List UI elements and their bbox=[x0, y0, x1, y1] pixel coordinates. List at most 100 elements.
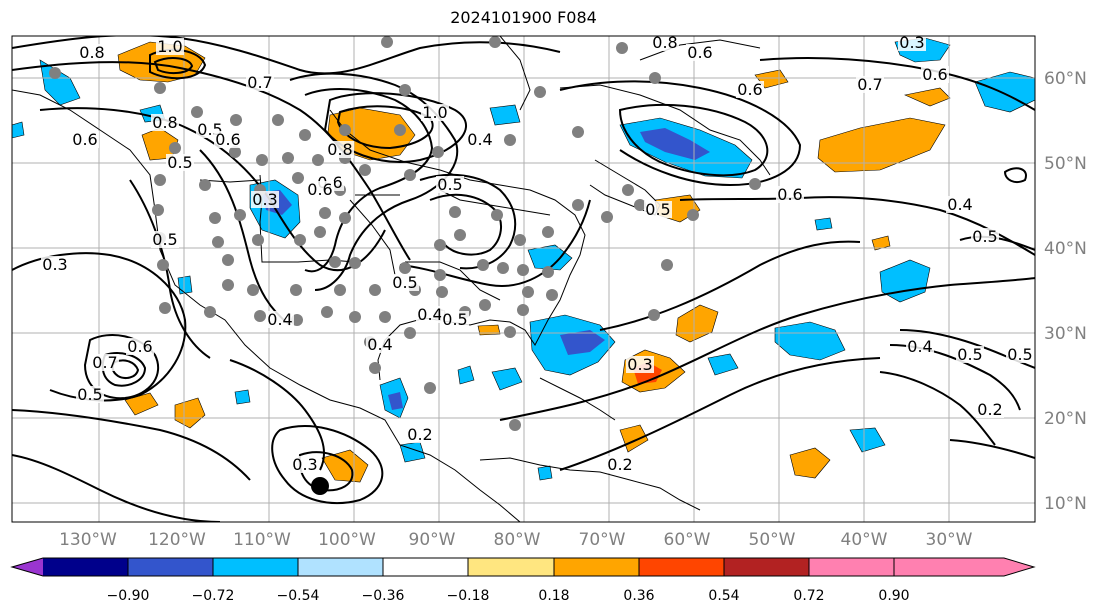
contour-label-bg bbox=[436, 176, 464, 193]
colorbar-segment bbox=[724, 558, 809, 576]
contour-label: 0.3 bbox=[627, 355, 652, 374]
contour-label-bg bbox=[156, 38, 184, 55]
contour-label: 0.2 bbox=[407, 425, 432, 444]
contour-label: 0.2 bbox=[977, 400, 1002, 419]
contour-label: 0.6 bbox=[922, 65, 947, 84]
storm-marker bbox=[311, 477, 329, 495]
contour-label-bg bbox=[606, 456, 634, 473]
graticule bbox=[12, 36, 1035, 522]
contour-label-bg bbox=[71, 131, 99, 148]
contour-label: 0.4 bbox=[417, 305, 442, 324]
longitude-label: 90°W bbox=[409, 530, 456, 550]
colorbar-tick-label: 0.54 bbox=[708, 588, 739, 604]
contour-label-bg bbox=[151, 231, 179, 248]
contour-label: 0.6 bbox=[72, 130, 97, 149]
contour-label: 0.6 bbox=[737, 80, 762, 99]
map-frame bbox=[11, 35, 1036, 523]
colorbar-segment bbox=[639, 558, 724, 576]
contour-label: 1.0 bbox=[157, 37, 182, 56]
colorbar-tick-label: −0.54 bbox=[277, 588, 320, 604]
contour-label: 0.7 bbox=[857, 75, 882, 94]
colorbar-outline bbox=[10, 557, 1036, 577]
colorbar: −0.90 −0.72 −0.54 −0.36 −0.18 0.18 0.36 … bbox=[10, 557, 1036, 604]
colorbar-tick-label: −0.72 bbox=[192, 588, 235, 604]
colorbar-tick-label: 0.90 bbox=[878, 588, 909, 604]
contour-label: 0.6 bbox=[687, 43, 712, 62]
contour-label-bg bbox=[906, 338, 934, 355]
contour-label: 0.4 bbox=[467, 130, 492, 149]
contour-label: 0.5 bbox=[957, 345, 982, 364]
contour-label: 0.4 bbox=[907, 337, 932, 356]
colorbar-segment bbox=[298, 558, 383, 576]
longitude-label: 60°W bbox=[664, 530, 711, 550]
contour-label-bg bbox=[41, 256, 69, 273]
contour-label-bg bbox=[126, 338, 154, 355]
contour-label-bg bbox=[466, 131, 494, 148]
contour-label: 0.3 bbox=[292, 455, 317, 474]
colorbar-tick-label: 0.36 bbox=[623, 588, 654, 604]
contour-label: 0.8 bbox=[327, 140, 352, 159]
contour-label-bg bbox=[651, 36, 679, 51]
colorbar-tick-label: −0.18 bbox=[447, 588, 490, 604]
contour-label-bg bbox=[76, 386, 104, 403]
longitude-label: 40°W bbox=[841, 530, 888, 550]
colorbar-tick-label: 0.72 bbox=[793, 588, 824, 604]
colorbar-segment bbox=[809, 558, 894, 576]
colorbar-segment bbox=[383, 558, 468, 576]
colorbar-segment bbox=[213, 558, 298, 576]
contour-label-bg bbox=[736, 81, 764, 98]
colorbar-segment bbox=[43, 558, 128, 576]
contour-label-bg bbox=[391, 274, 419, 291]
contour-label-bg bbox=[291, 456, 319, 473]
contour-label-bg bbox=[306, 181, 334, 198]
contour-label-bg bbox=[626, 356, 654, 373]
contour-label: 0.5 bbox=[442, 310, 467, 329]
longitude-label: 70°W bbox=[579, 530, 626, 550]
contour-label: 0.6 bbox=[777, 185, 802, 204]
colorbar-segment bbox=[12, 558, 43, 576]
contour-label: 0.8 bbox=[652, 33, 677, 52]
latitude-label: 10°N bbox=[1044, 494, 1087, 514]
colorbar-segment bbox=[128, 558, 213, 576]
contour-label-bg bbox=[421, 104, 449, 121]
contour-label-bg bbox=[406, 426, 434, 443]
contour-label: 0.4 bbox=[267, 310, 292, 329]
contour-label: 0.5 bbox=[645, 200, 670, 219]
contour-label: 0.4 bbox=[947, 195, 972, 214]
colorbar-segment bbox=[894, 558, 1034, 576]
contour-label-bg bbox=[644, 201, 672, 218]
latitude-label: 50°N bbox=[1044, 154, 1087, 174]
colorbar-tick-label: −0.36 bbox=[362, 588, 405, 604]
longitude-label: 30°W bbox=[926, 530, 973, 550]
longitude-labels: 130°W 120°W 110°W 100°W 90°W 80°W 70°W 6… bbox=[59, 530, 973, 550]
contour-label: 0.5 bbox=[437, 175, 462, 194]
contour-label-bg bbox=[166, 154, 194, 171]
contour-label: 0.8 bbox=[152, 113, 177, 132]
latitude-label: 60°N bbox=[1044, 69, 1087, 89]
contour-label: 0.3 bbox=[252, 190, 277, 209]
contour-label-bg bbox=[266, 311, 294, 328]
colorbar-segment bbox=[554, 558, 639, 576]
contour-label: 0.6 bbox=[127, 337, 152, 356]
contour-label-layer: 1.00.80.80.50.60.50.80.50.61.00.40.50.80… bbox=[41, 33, 1034, 474]
map-title: 2024101900 F084 bbox=[450, 8, 597, 27]
longitude-label: 110°W bbox=[233, 530, 291, 550]
contour-label-bg bbox=[898, 36, 926, 51]
contour-label-bg bbox=[366, 336, 394, 353]
colorbar-segment bbox=[468, 558, 554, 576]
contour-label-bg bbox=[416, 306, 444, 323]
longitude-label: 100°W bbox=[318, 530, 376, 550]
colorbar-tick-label: 0.18 bbox=[538, 588, 569, 604]
latitude-labels: 60°N 50°N 40°N 30°N 20°N 10°N bbox=[1044, 69, 1087, 514]
contour-label-bg bbox=[78, 44, 106, 61]
contour-label-bg bbox=[976, 401, 1004, 418]
colorbar-tick-label: −0.90 bbox=[107, 588, 150, 604]
contour-label-bg bbox=[246, 74, 274, 91]
contour-label: 0.7 bbox=[247, 73, 272, 92]
contour-label: 0.5 bbox=[167, 153, 192, 172]
contour-label: 0.4 bbox=[367, 335, 392, 354]
contour-label: 0.5 bbox=[392, 273, 417, 292]
contour-label-bg bbox=[776, 186, 804, 203]
contour-label: 0.3 bbox=[42, 255, 67, 274]
